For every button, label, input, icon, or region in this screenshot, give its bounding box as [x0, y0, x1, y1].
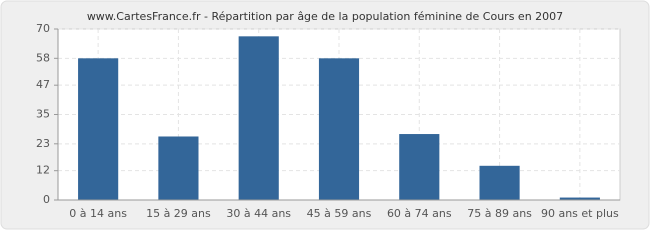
x-tick-label: 15 à 29 ans	[146, 207, 211, 220]
y-tick-label: 58	[36, 51, 50, 64]
y-tick-label: 23	[36, 137, 50, 150]
x-tick-label: 75 à 89 ans	[467, 207, 532, 220]
bar	[78, 58, 119, 200]
bar	[479, 165, 520, 200]
y-tick-label: 47	[36, 78, 50, 91]
x-tick-label: 60 à 74 ans	[387, 207, 452, 220]
bar	[559, 197, 600, 200]
y-tick-label: 35	[36, 108, 50, 121]
bar	[238, 36, 279, 201]
y-tick-label: 12	[36, 164, 50, 177]
bar	[318, 58, 360, 200]
chart-title: www.CartesFrance.fr - Répartition par âg…	[87, 10, 563, 23]
y-tick-label: 0	[43, 193, 50, 206]
chart: www.CartesFrance.fr - Répartition par âg…	[0, 0, 650, 230]
x-tick-label: 0 à 14 ans	[69, 207, 127, 220]
bar	[399, 134, 440, 200]
x-tick-label: 30 à 44 ans	[226, 207, 291, 220]
y-tick-label: 70	[36, 22, 50, 35]
x-tick-label: 45 à 59 ans	[307, 207, 372, 220]
bar	[158, 136, 199, 200]
x-tick-label: 90 ans et plus	[541, 207, 619, 220]
